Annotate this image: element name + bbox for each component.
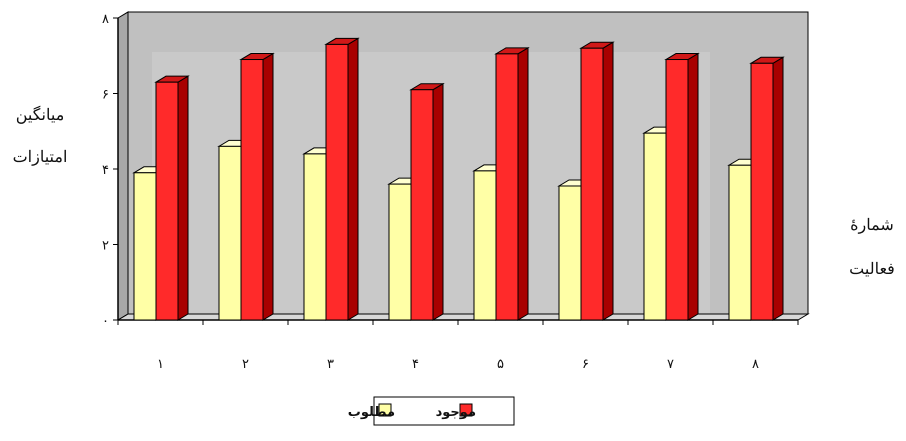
y-tick-label: ۲ [102,239,109,254]
y-tick-label: ۴ [102,163,109,178]
x-axis-label-line-1: شمارهٔ [850,215,894,234]
bar-current [409,82,445,321]
y-tick-label: ۰ [102,314,109,329]
bar-current [154,75,190,321]
x-tick-label: ۱ [157,357,164,372]
bar-current [239,52,275,321]
bar-current [494,46,530,321]
legend-swatch-current [459,403,473,417]
plot-side-wall [117,11,129,321]
y-tick-label: ۸ [102,12,109,27]
x-axis: ۱ ۲ ۳ ۴ ۵ ۶ ۷ ۸ [117,319,799,372]
legend-label-desired: مطلوب [348,405,395,420]
y-axis-label-line-1: میانگین [16,105,65,124]
legend-label-current: موجود [436,405,476,420]
x-axis-label-line-2: فعالیت [849,259,895,278]
bar-current [324,37,360,321]
bar-current [664,52,700,321]
legend-box [373,396,515,426]
y-axis-label-line-2: امتیازات [13,147,68,166]
y-tick-label: ۶ [102,88,109,103]
legend-swatch-desired [378,403,392,417]
bars [132,37,785,321]
y-axis: ۰ ۲ ۴ ۶ ۸ [102,12,119,329]
x-tick-label: ۳ [327,357,334,372]
x-tick-label: ۴ [412,357,419,372]
legend: موجود مطلوب [348,396,515,426]
x-tick-label: ۵ [497,357,504,372]
bar-current [749,56,785,321]
bar-current [579,41,615,321]
x-tick-label: ۲ [242,357,249,372]
x-tick-label: ۸ [752,357,759,372]
x-tick-label: ۷ [667,357,674,372]
x-tick-label: ۶ [582,357,589,372]
